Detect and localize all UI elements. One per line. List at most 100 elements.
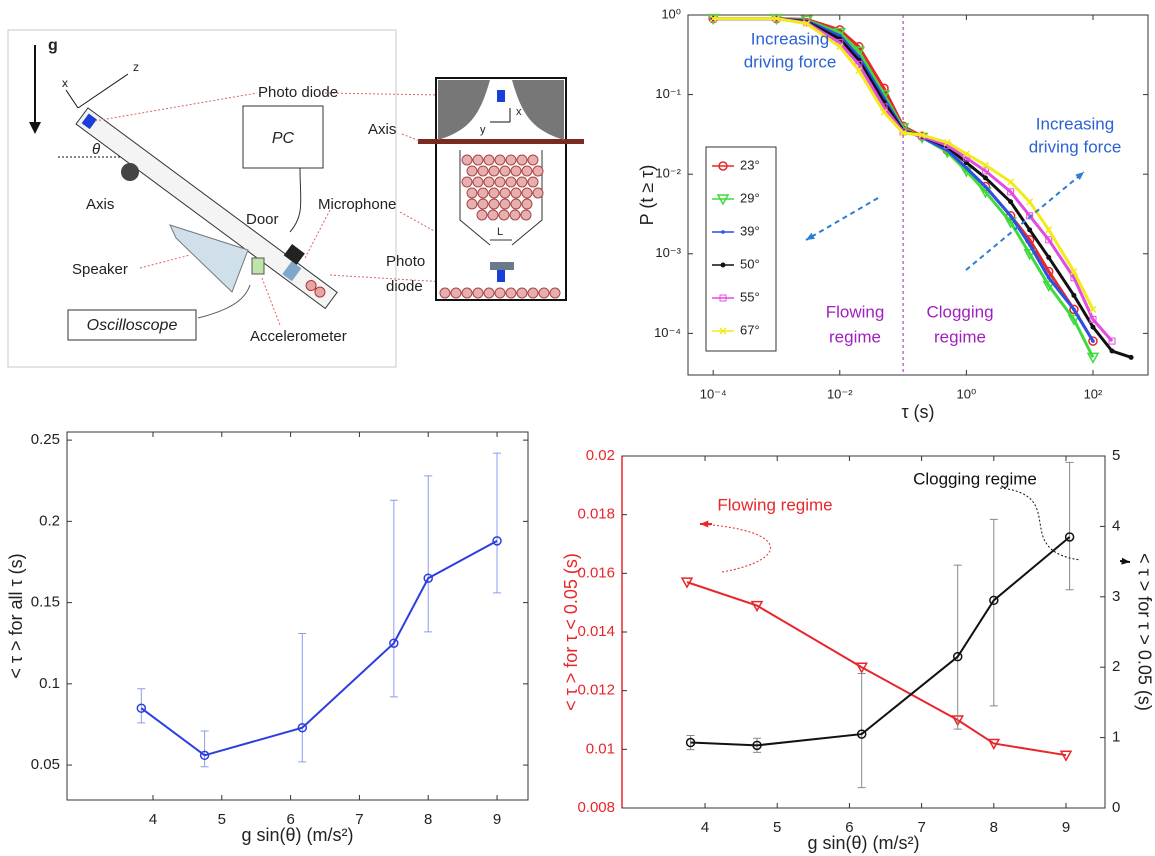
- inset-x-label: x: [516, 106, 522, 118]
- leader: [94, 92, 258, 122]
- y2-tick-label: 4: [1112, 517, 1120, 534]
- bead: [521, 187, 533, 199]
- y2-tick-label: 3: [1112, 588, 1120, 605]
- x-tick-label: 5: [773, 819, 781, 836]
- annotation: driving force: [1029, 137, 1122, 156]
- arrow-head: [806, 232, 815, 240]
- bead: [472, 176, 484, 188]
- marker: [423, 573, 433, 583]
- bead: [488, 198, 500, 210]
- x-label: x: [62, 76, 68, 90]
- callout: Speaker: [72, 261, 128, 278]
- inset-axis: [418, 139, 584, 144]
- marker: [1089, 315, 1097, 323]
- bead: [483, 176, 495, 188]
- L-label: L: [497, 226, 503, 238]
- marker: [709, 15, 717, 23]
- bead: [488, 165, 500, 177]
- bead: [494, 287, 506, 299]
- error-bar: [989, 518, 998, 707]
- y-tick-label: 0.018: [577, 506, 615, 523]
- series-line: [713, 17, 1095, 342]
- y2-tick-label: 1: [1112, 729, 1120, 746]
- marker: [1008, 199, 1014, 205]
- error-bar: [298, 632, 307, 763]
- z-label: z: [133, 60, 139, 74]
- x-tick-label: 5: [218, 811, 226, 828]
- x-tick-label: 4: [149, 811, 157, 828]
- callout: Microphone: [318, 196, 396, 213]
- bead: [516, 287, 528, 299]
- marker: [989, 595, 999, 606]
- x-tick-label: 8: [990, 819, 998, 836]
- arrow-head: [1075, 172, 1084, 180]
- annotation: Increasing: [751, 29, 829, 48]
- callout: Axis: [368, 121, 396, 138]
- accelerometer: [251, 257, 265, 275]
- marker: [1089, 305, 1097, 313]
- bead: [461, 154, 473, 166]
- gravity-label: g: [48, 37, 58, 54]
- marker: [856, 729, 867, 739]
- x-tick-label: 6: [845, 819, 853, 836]
- y-tick-label: 0.016: [577, 564, 615, 581]
- marker: [1046, 275, 1051, 280]
- error-bar: [424, 475, 433, 633]
- x-tick-label: 9: [493, 811, 501, 828]
- y2-tick-label: 0: [1112, 799, 1120, 816]
- arrow-head: [29, 122, 41, 134]
- marker: [837, 33, 842, 38]
- y-tick-label: 10⁻²: [655, 166, 681, 181]
- x-axis-label: g sin(θ) (m/s²): [808, 833, 920, 853]
- marker: [136, 703, 147, 713]
- annotation-curve: [699, 523, 771, 573]
- marker: [855, 60, 863, 68]
- error-bar: [137, 688, 146, 724]
- x-tick-label: 6: [286, 811, 294, 828]
- y-tick-label: 0.01: [586, 740, 615, 757]
- bead: [532, 165, 544, 177]
- x-tick-label: 8: [424, 811, 432, 828]
- marker: [720, 262, 726, 268]
- bead: [483, 154, 495, 166]
- bead: [505, 176, 517, 188]
- marker: [685, 737, 696, 748]
- series-line: [686, 581, 1067, 757]
- x-tick-label: 7: [917, 819, 925, 836]
- x-tick-label: 10⁻⁴: [700, 386, 727, 401]
- marker: [389, 638, 399, 648]
- y2-tick-label: 5: [1112, 447, 1120, 464]
- x-tick-label: 10⁰: [957, 386, 977, 401]
- marker: [1070, 267, 1078, 275]
- y-tick-label: 10⁻³: [655, 245, 681, 260]
- y2-tick-label: 2: [1112, 658, 1120, 675]
- series-line: [713, 17, 1114, 343]
- bead: [476, 209, 488, 221]
- arrow-head: [1121, 557, 1130, 565]
- inset-mic: [490, 262, 514, 270]
- y-tick-label: 0.02: [586, 447, 615, 464]
- bead: [527, 176, 539, 188]
- bead: [472, 154, 484, 166]
- error-bar: [200, 730, 209, 768]
- bead: [466, 165, 478, 177]
- marker: [1071, 292, 1077, 298]
- legend-label: 23°: [740, 157, 760, 172]
- marker: [1067, 314, 1081, 326]
- error-bar: [389, 499, 398, 698]
- marker: [855, 67, 863, 75]
- marker: [492, 536, 502, 546]
- inset-diode-2: [497, 270, 505, 282]
- marker: [899, 129, 907, 137]
- funnel-right: [512, 80, 564, 140]
- y-tick-label: 0.15: [31, 594, 60, 611]
- callout: Photo diode: [258, 84, 338, 101]
- bead: [477, 187, 489, 199]
- x-axis-label: g sin(θ) (m/s²): [242, 825, 354, 845]
- marker: [1027, 227, 1033, 233]
- bead: [450, 287, 462, 299]
- marker: [964, 166, 969, 170]
- marker: [1008, 214, 1013, 218]
- marker: [1059, 750, 1073, 762]
- marker: [772, 15, 781, 23]
